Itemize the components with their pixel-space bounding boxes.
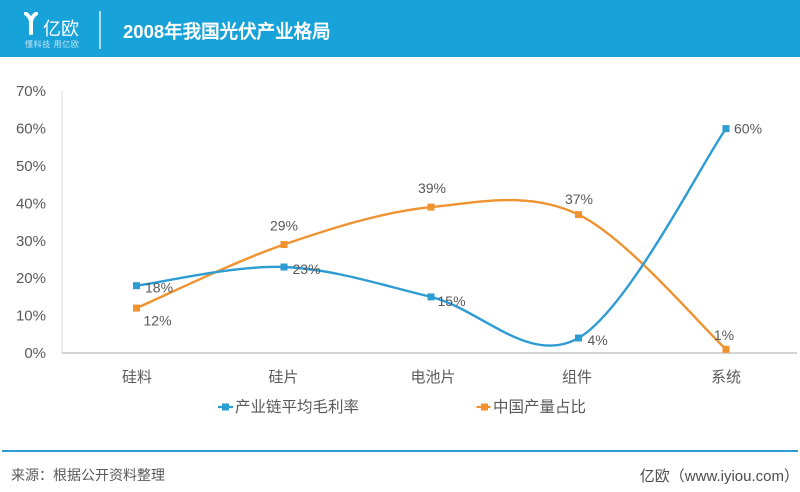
svg-text:20%: 20%	[16, 270, 46, 287]
svg-text:70%: 70%	[16, 83, 46, 100]
svg-text:12%: 12%	[144, 313, 172, 329]
svg-text:23%: 23%	[293, 261, 321, 277]
svg-text:60%: 60%	[734, 121, 762, 137]
svg-text:0%: 0%	[24, 345, 46, 362]
svg-text:15%: 15%	[438, 293, 466, 309]
svg-text:30%: 30%	[16, 233, 46, 250]
svg-text:4%: 4%	[588, 332, 608, 348]
svg-text:29%: 29%	[270, 218, 298, 234]
svg-text:50%: 50%	[16, 158, 46, 175]
svg-text:电池片: 电池片	[410, 369, 455, 386]
svg-text:中国产量占比: 中国产量占比	[493, 398, 586, 416]
svg-text:40%: 40%	[16, 195, 46, 212]
svg-text:39%: 39%	[418, 180, 446, 196]
svg-text:系统: 系统	[711, 369, 741, 386]
svg-text:60%: 60%	[16, 121, 46, 138]
svg-text:产业链平均毛利率: 产业链平均毛利率	[235, 398, 359, 416]
svg-text:18%: 18%	[145, 280, 173, 296]
svg-text:硅料: 硅料	[122, 369, 152, 386]
svg-text:10%: 10%	[16, 308, 46, 325]
svg-text:组件: 组件	[562, 369, 592, 386]
svg-text:硅片: 硅片	[268, 369, 298, 386]
svg-text:37%: 37%	[565, 191, 593, 207]
svg-text:1%: 1%	[714, 327, 734, 343]
